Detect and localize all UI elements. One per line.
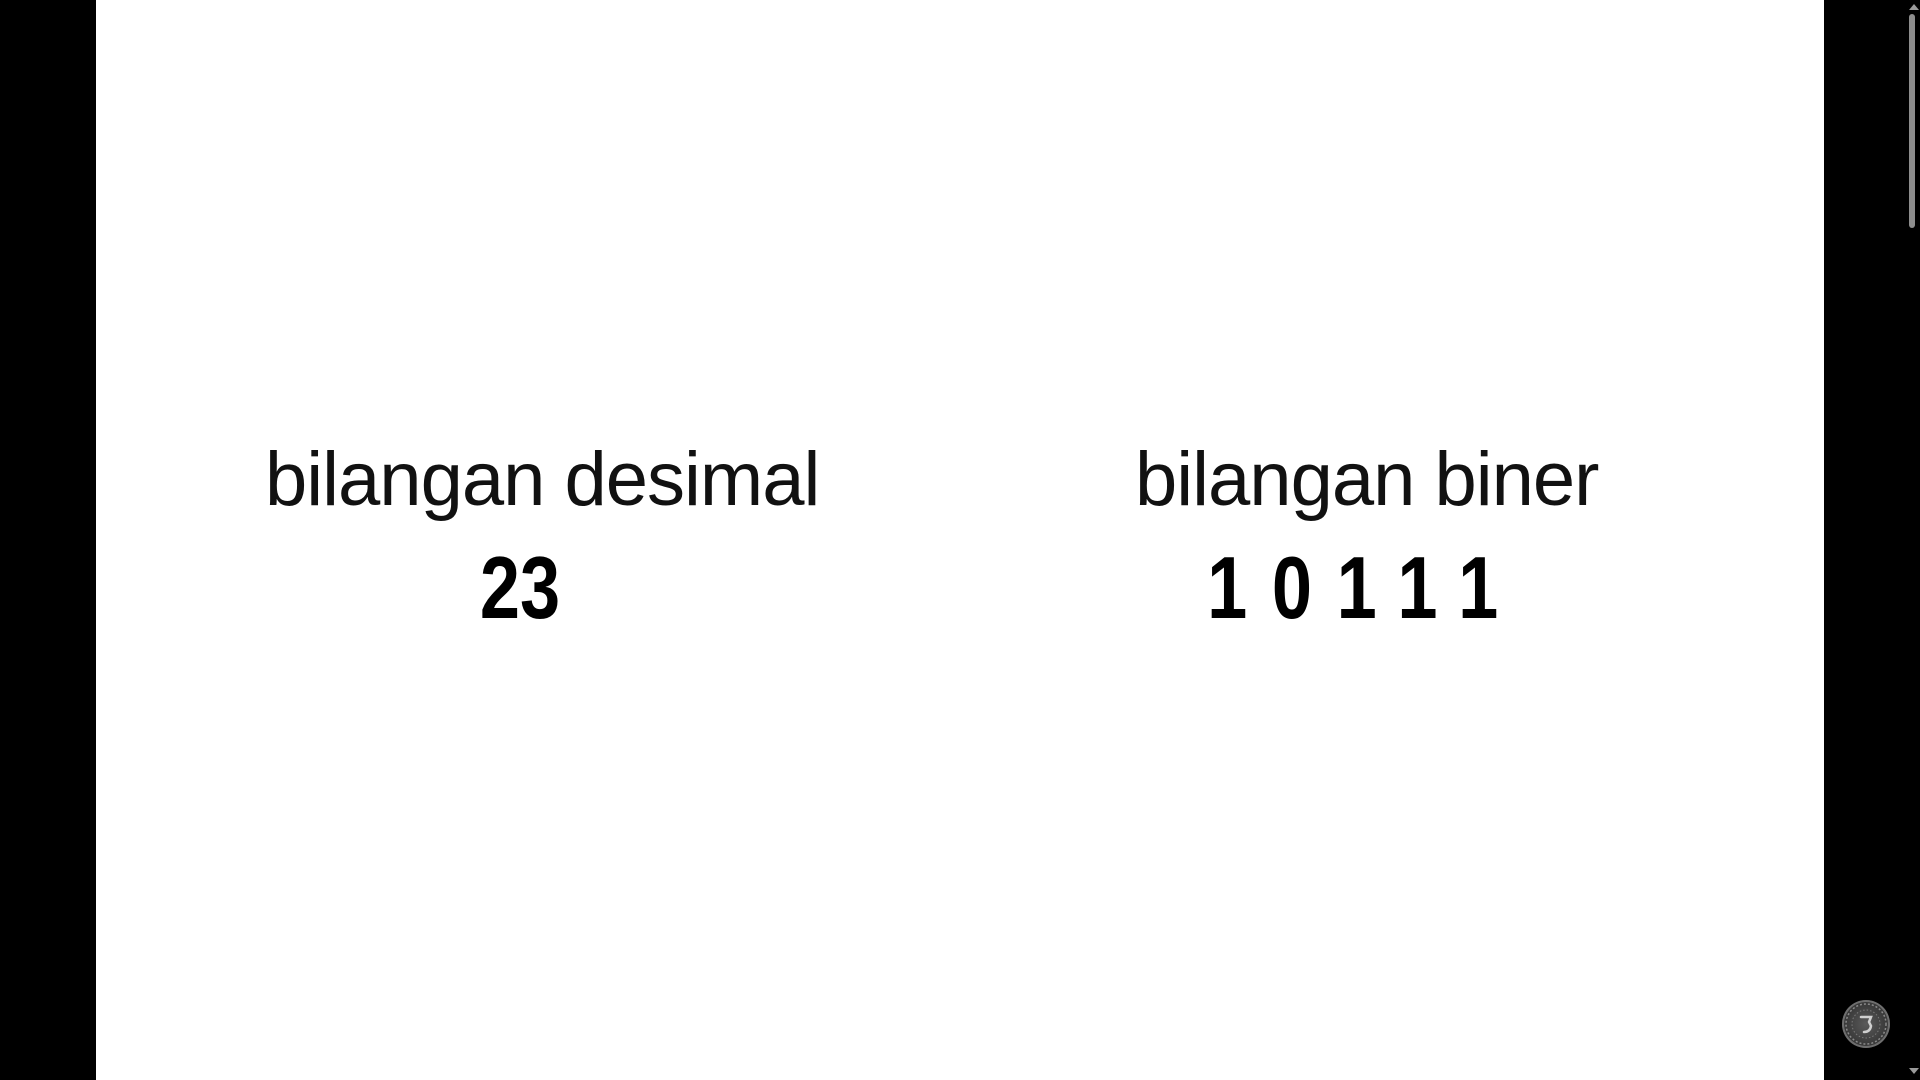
binary-value: 10111 — [1207, 538, 1523, 637]
decimal-label: bilangan desimal — [265, 437, 820, 522]
vertical-scrollbar[interactable] — [1904, 0, 1920, 1080]
binary-column: bilangan biner 10111 — [1135, 436, 1600, 638]
scroll-up-arrow-icon[interactable] — [1909, 4, 1919, 10]
decimal-value: 23 — [479, 538, 561, 637]
scroll-down-arrow-icon[interactable] — [1909, 1068, 1919, 1074]
binary-label: bilangan biner — [1135, 437, 1600, 522]
scrollbar-thumb[interactable] — [1909, 14, 1915, 228]
channel-logo-icon — [1842, 1000, 1890, 1048]
presentation-slide: bilangan desimal 23 bilangan biner 10111 — [96, 0, 1824, 1080]
decimal-column: bilangan desimal 23 — [265, 436, 820, 638]
